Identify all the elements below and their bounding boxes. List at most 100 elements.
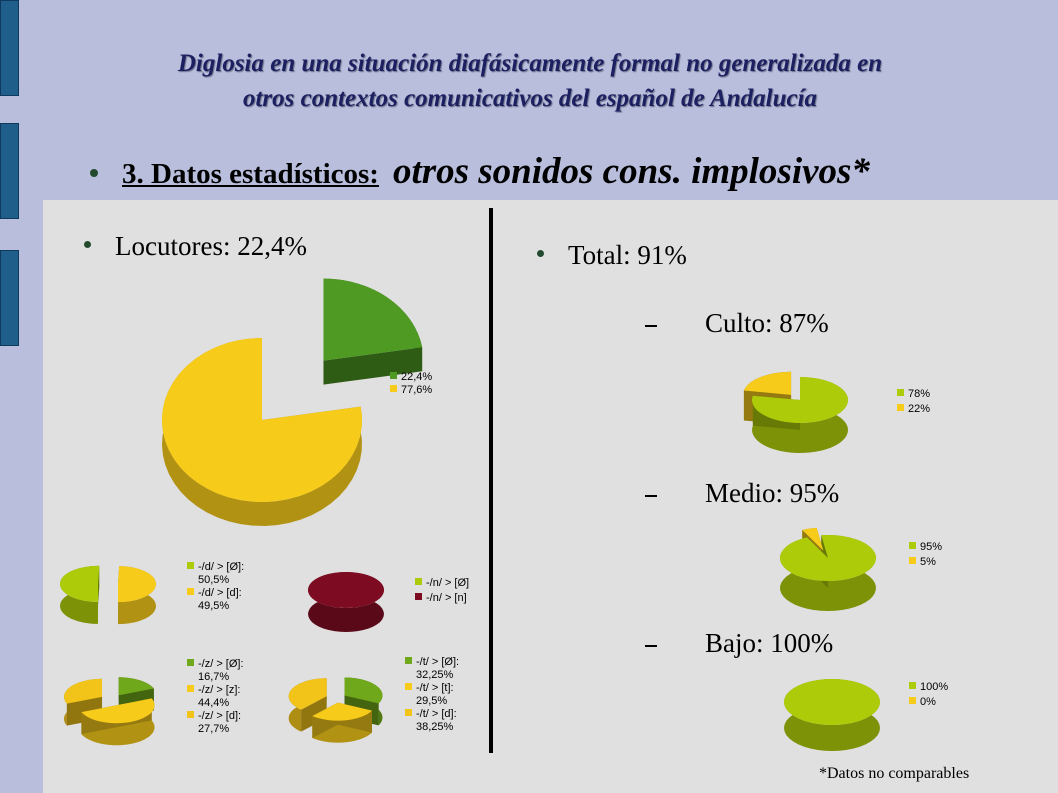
legend-label-culto-0: 78% <box>908 388 930 400</box>
side-bar-1 <box>0 0 19 96</box>
pie-slice-culto-0 <box>752 377 848 423</box>
pie-slice-z-0 <box>118 677 154 696</box>
legend-label-d-2: -/d/ > [d]: <box>198 587 242 599</box>
title-line-1: Diglosia en una situación diafásicamente… <box>177 50 883 77</box>
side-bar-3 <box>0 250 19 346</box>
pie-wall-d-0-1 <box>98 565 100 606</box>
legend-label-bajo-1: 0% <box>920 696 936 708</box>
bajo-item: Bajo: 100% <box>645 628 833 659</box>
pie-chart-medio: 95%5% <box>780 527 942 611</box>
legend-label-bajo-0: 100% <box>920 681 948 693</box>
legend-swatch-culto-1 <box>897 404 904 411</box>
legend-label-locutores-1: 77,6% <box>401 384 432 396</box>
legend-label-t-1: 32,25% <box>416 669 454 681</box>
pie-slice-locutores-1 <box>162 338 363 502</box>
legend-label-culto-1: 22% <box>908 403 930 415</box>
legend-label-z-5: 27,7% <box>198 723 229 735</box>
legend-label-n-1: -/n/ > [n] <box>426 592 467 604</box>
legend-swatch-n-0 <box>415 578 422 585</box>
bullet-icon <box>84 241 91 249</box>
legend-label-t-2: -/t/ > [t]: <box>416 682 454 694</box>
title-line-2: otros contextos comunicativos del españo… <box>242 85 818 112</box>
legend-swatch-bajo-0 <box>909 682 916 689</box>
legend-label-t-5: 38,25% <box>416 721 454 733</box>
slide-title: Diglosia en una situación diafásicamente… <box>40 46 1020 116</box>
legend-swatch-t-2 <box>405 709 412 716</box>
legend-label-medio-0: 95% <box>920 541 942 553</box>
legend-label-d-3: 49,5% <box>198 600 229 612</box>
legend-label-z-1: 16,7% <box>198 671 229 683</box>
dash-icon <box>645 494 657 497</box>
legend-label-t-0: -/t/ > [Ø]: <box>416 656 459 668</box>
pie-slice-d-1 <box>117 566 156 603</box>
legend-swatch-t-1 <box>405 683 412 690</box>
legend-swatch-t-0 <box>405 657 412 664</box>
column-divider <box>489 208 493 753</box>
legend-swatch-culto-0 <box>897 389 904 396</box>
legend-label-d-0: -/d/ > [Ø]: <box>198 561 244 573</box>
pie-slice-d-0 <box>60 565 100 602</box>
pie-side-z-1 <box>81 698 155 746</box>
culto-item: Culto: 87% <box>645 308 829 339</box>
pie-slice-z-1 <box>81 698 155 724</box>
legend-swatch-medio-0 <box>909 542 916 549</box>
section-heading: 3. Datos estadísticos: otros sonidos cons… <box>90 150 870 200</box>
legend-label-z-3: 44,4% <box>198 697 229 709</box>
pie-slice-medio-0 <box>780 534 877 581</box>
footnote: *Datos no comparables <box>819 765 970 782</box>
legend-label-z-4: -/z/ > [d]: <box>198 710 241 722</box>
pie-wall-locutores-0-1 <box>323 347 423 385</box>
locutores-label: Locutores: 22,4% <box>115 231 307 261</box>
bullet-icon <box>537 250 544 258</box>
medio-item: Medio: 95% <box>645 478 839 509</box>
pie-slice-bajo-0 <box>784 679 880 725</box>
pie-chart-n: -/n/ > [Ø] -/n/ > [n] <box>308 572 469 632</box>
pie-slice-medio-1 <box>802 527 824 551</box>
legend-swatch-z-2 <box>187 711 194 718</box>
pie-chart-z: -/z/ > [Ø]:16,7%-/z/ > [z]:44,4%-/z/ > [… <box>64 658 244 746</box>
legend-label-t-4: -/t/ > [d]: <box>416 708 457 720</box>
legend-swatch-d-0 <box>187 562 194 569</box>
side-bar-2 <box>0 123 19 219</box>
legend-label-z-2: -/z/ > [z]: <box>198 684 240 696</box>
legend-label-medio-1: 5% <box>920 556 936 568</box>
legend-swatch-z-1 <box>187 685 194 692</box>
legend-swatch-n-1 <box>415 593 422 600</box>
legend-swatch-bajo-1 <box>909 697 916 704</box>
locutores-bullet: Locutores: 22,4% <box>84 231 307 262</box>
legend-swatch-locutores-0 <box>390 372 397 379</box>
pie-slice-t-2 <box>288 678 327 710</box>
section-number-label: 3. Datos estadísticos: <box>122 158 379 190</box>
pie-wall-t-2-0 <box>301 696 327 732</box>
section-subtitle: otros sonidos cons. implosivos* <box>392 151 870 192</box>
medio-label: Medio: 95% <box>705 478 840 508</box>
pie-slice-z-2 <box>64 678 103 704</box>
total-bullet: Total: 91% <box>537 240 687 271</box>
pie-chart-t: -/t/ > [Ø]:32,25%-/t/ > [t]:29,5%-/t/ > … <box>288 656 459 743</box>
dash-icon <box>645 644 657 647</box>
legend-label-t-3: 29,5% <box>416 695 447 707</box>
pie-slice-t-1 <box>312 702 372 721</box>
bajo-label: Bajo: 100% <box>705 628 834 658</box>
pie-slice-t-0 <box>344 677 383 704</box>
pie-chart-culto: 78%22% <box>743 371 930 453</box>
pie-slice-culto-1 <box>743 371 792 395</box>
legend-label-d-1: 50,5% <box>198 574 229 586</box>
legend-swatch-medio-1 <box>909 557 916 564</box>
total-label: Total: 91% <box>568 240 687 270</box>
dash-icon <box>645 324 657 327</box>
legend-label-locutores-0: 22,4% <box>401 371 432 383</box>
pie-chart-d: -/d/ > [Ø]:50,5%-/d/ > [d]:49,5% <box>60 561 244 625</box>
legend-swatch-d-1 <box>187 588 194 595</box>
legend-label-n-0: -/n/ > [Ø] <box>426 577 469 589</box>
legend-label-z-0: -/z/ > [Ø]: <box>198 658 244 670</box>
legend-swatch-locutores-1 <box>390 385 397 392</box>
pie-chart-locutores: 22,4%77,6% <box>162 278 432 526</box>
pie-slice-locutores-0 <box>323 278 423 361</box>
culto-label: Culto: 87% <box>705 308 829 338</box>
bullet-icon <box>90 169 98 178</box>
legend-swatch-z-0 <box>187 659 194 666</box>
pie-slice-n-1 <box>308 572 384 608</box>
pie-chart-bajo: 100% 0% <box>784 679 948 751</box>
